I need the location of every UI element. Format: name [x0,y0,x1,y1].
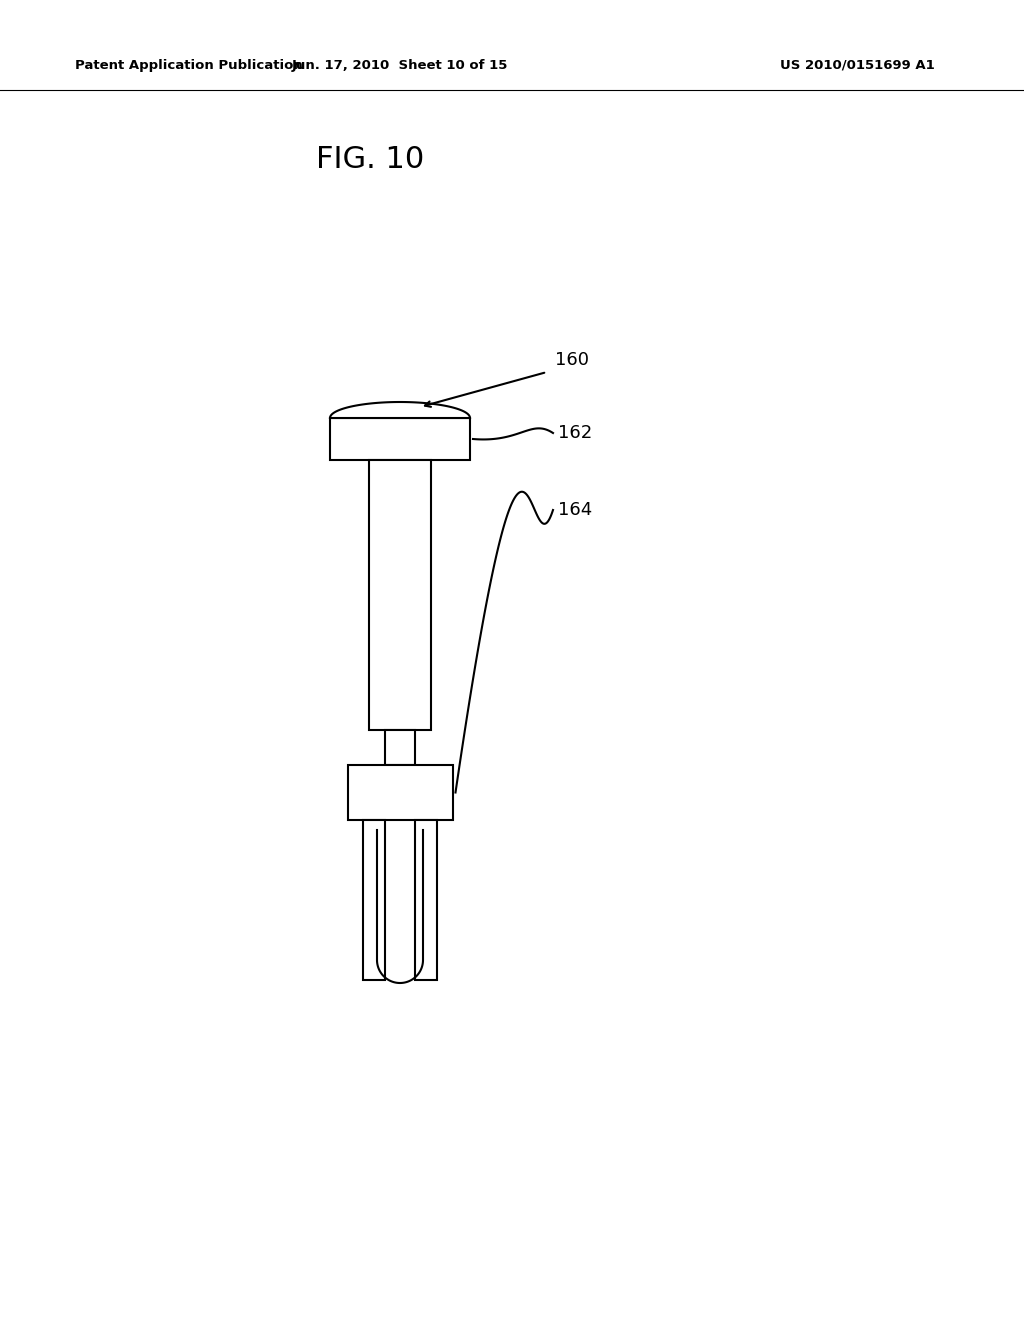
Polygon shape [385,730,415,766]
Polygon shape [369,459,431,730]
Text: Patent Application Publication: Patent Application Publication [75,58,303,71]
Text: 160: 160 [555,351,589,370]
Text: Jun. 17, 2010  Sheet 10 of 15: Jun. 17, 2010 Sheet 10 of 15 [292,58,508,71]
Polygon shape [347,766,453,820]
Text: FIG. 10: FIG. 10 [315,145,424,174]
Polygon shape [330,418,470,459]
Polygon shape [362,820,385,979]
Text: 164: 164 [558,502,592,519]
Polygon shape [330,403,470,418]
Text: 162: 162 [558,424,592,442]
Polygon shape [415,820,437,979]
Text: US 2010/0151699 A1: US 2010/0151699 A1 [780,58,935,71]
